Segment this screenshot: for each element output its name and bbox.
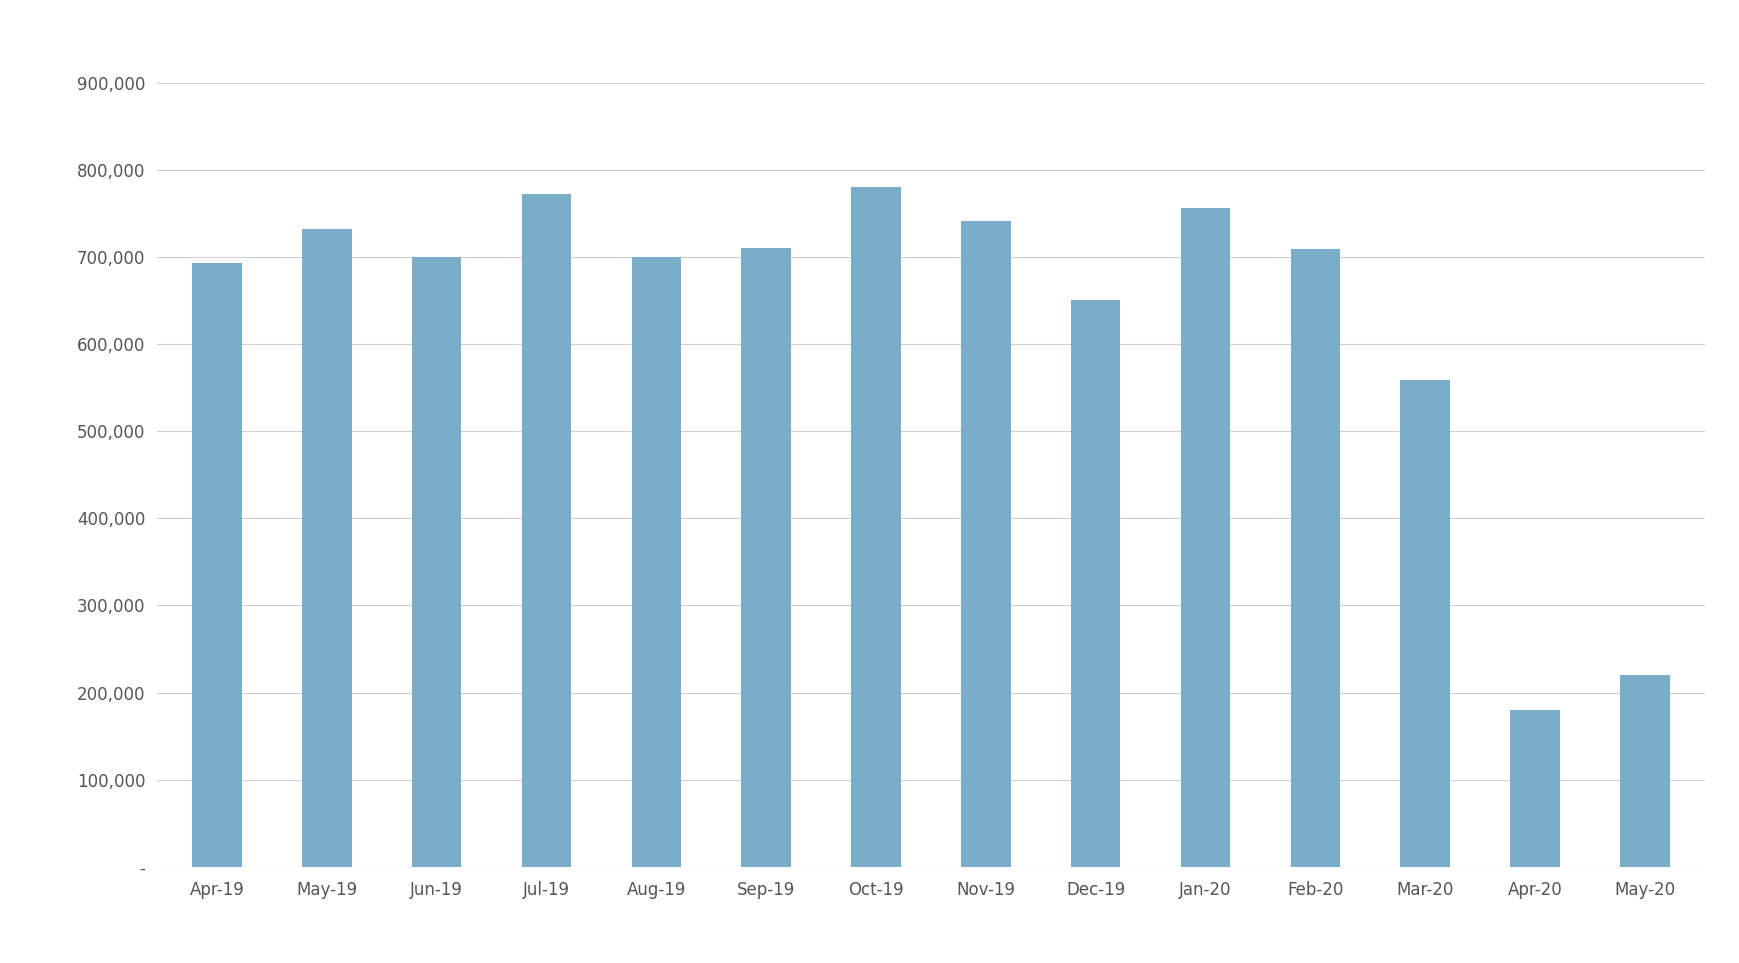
Bar [1069,299,1120,867]
Bar [1290,249,1339,867]
Bar [741,247,791,867]
Bar [522,194,570,867]
Bar [1181,208,1229,867]
Bar [1619,675,1668,867]
Bar [1509,710,1558,867]
Bar [850,187,901,867]
Bar [412,257,461,867]
Bar [1400,380,1449,867]
Bar [193,263,242,867]
Bar [303,229,351,867]
Bar [960,221,1010,867]
Bar [631,257,680,867]
